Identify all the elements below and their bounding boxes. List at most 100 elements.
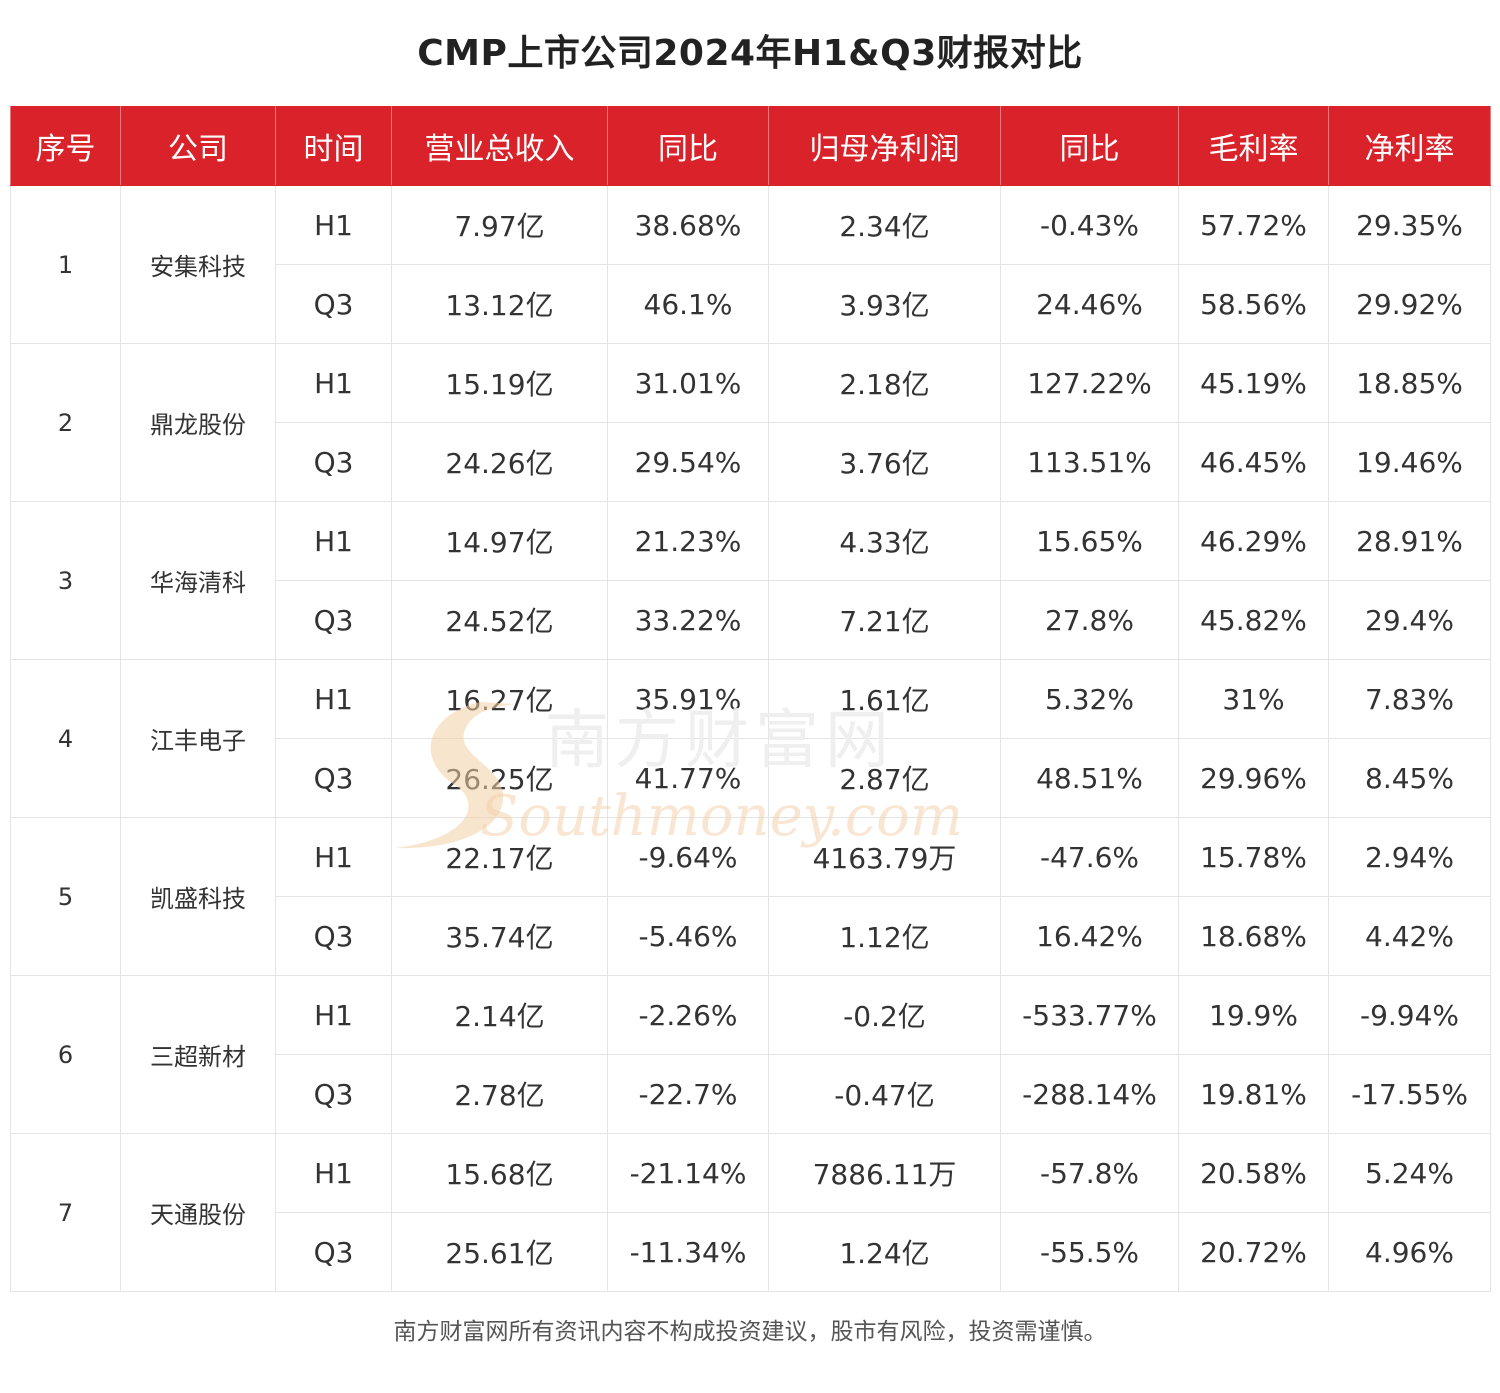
table-row: 5 凯盛科技 H1 22.17亿 -9.64% 4163.79万 -47.6% 15.78% 2…: [10, 817, 1491, 976]
table-row: Q3 24.26亿 29.54% 3.76亿 113.51% 46.45% 19.46%: [11, 422, 1491, 502]
profit-yoy-cell: -0.43%: [1000, 185, 1179, 265]
period-cell: Q3: [275, 896, 392, 976]
gross-margin-cell: 31%: [1178, 659, 1329, 739]
net-profit-cell: 2.34亿: [768, 185, 1001, 265]
profit-yoy-cell: 24.46%: [1000, 264, 1179, 344]
profit-yoy-cell: -533.77%: [1000, 975, 1179, 1055]
gross-margin-cell: 29.96%: [1178, 738, 1329, 818]
revenue-yoy-cell: -5.46%: [607, 896, 769, 976]
gross-margin-cell: 46.45%: [1178, 422, 1329, 502]
index-cell: 7: [10, 1133, 121, 1292]
revenue-yoy-cell: -9.64%: [607, 817, 769, 897]
net-margin-cell: 4.42%: [1328, 896, 1491, 976]
net-profit-cell: 3.93亿: [768, 264, 1001, 344]
header-net-margin: 净利率: [1328, 106, 1491, 186]
period-cell: H1: [275, 343, 392, 423]
gross-margin-cell: 57.72%: [1178, 185, 1329, 265]
period-cell: Q3: [275, 738, 392, 818]
period-cell: H1: [275, 659, 392, 739]
net-margin-cell: 4.96%: [1328, 1212, 1491, 1292]
net-profit-cell: 4.33亿: [768, 501, 1001, 581]
revenue-yoy-cell: 35.91%: [607, 659, 769, 739]
revenue-yoy-cell: 33.22%: [607, 580, 769, 660]
net-profit-cell: -0.2亿: [768, 975, 1001, 1055]
gross-margin-cell: 18.68%: [1178, 896, 1329, 976]
profit-yoy-cell: -57.8%: [1000, 1133, 1179, 1213]
chart-title: CMP上市公司2024年H1&Q3财报对比: [417, 33, 1083, 74]
gross-margin-cell: 15.78%: [1178, 817, 1329, 897]
net-profit-cell: 1.24亿: [768, 1212, 1001, 1292]
index-cell: 2: [10, 343, 121, 502]
revenue-cell: 16.27亿: [391, 659, 608, 739]
gross-margin-cell: 20.58%: [1178, 1133, 1329, 1213]
gross-margin-cell: 19.9%: [1178, 975, 1329, 1055]
table-row: 3 华海清科 H1 14.97亿 21.23% 4.33亿 15.65% 46.29% 28.9…: [10, 501, 1491, 660]
revenue-cell: 2.78亿: [391, 1054, 608, 1134]
net-margin-cell: 29.35%: [1328, 185, 1491, 265]
gross-margin-cell: 58.56%: [1178, 264, 1329, 344]
revenue-cell: 26.25亿: [391, 738, 608, 818]
table-row: Q3 2.78亿 -22.7% -0.47亿 -288.14% 19.81% -17.55%: [11, 1054, 1491, 1134]
table-row: 4 江丰电子 H1 16.27亿 35.91% 1.61亿 5.32% 31% 7.83%: [10, 659, 1491, 818]
period-cell: Q3: [275, 422, 392, 502]
net-profit-cell: 7886.11万: [768, 1133, 1001, 1213]
net-profit-cell: 7.21亿: [768, 580, 1001, 660]
net-profit-cell: 1.61亿: [768, 659, 1001, 739]
profit-yoy-cell: 48.51%: [1000, 738, 1179, 818]
profit-yoy-cell: 127.22%: [1000, 343, 1179, 423]
gross-margin-cell: 45.82%: [1178, 580, 1329, 660]
period-cell: H1: [275, 185, 392, 265]
gross-margin-cell: 20.72%: [1178, 1212, 1329, 1292]
header-revenue-yoy: 同比: [607, 106, 769, 186]
revenue-yoy-cell: 21.23%: [607, 501, 769, 581]
profit-yoy-cell: 5.32%: [1000, 659, 1179, 739]
profit-yoy-cell: 16.42%: [1000, 896, 1179, 976]
profit-yoy-cell: 113.51%: [1000, 422, 1179, 502]
revenue-cell: 25.61亿: [391, 1212, 608, 1292]
table-row: Q3 25.61亿 -11.34% 1.24亿 -55.5% 20.72% 4.96%: [11, 1212, 1491, 1292]
profit-yoy-cell: -288.14%: [1000, 1054, 1179, 1134]
net-margin-cell: 8.45%: [1328, 738, 1491, 818]
profit-yoy-cell: 27.8%: [1000, 580, 1179, 660]
net-margin-cell: -9.94%: [1328, 975, 1491, 1055]
header-gross-margin: 毛利率: [1178, 106, 1329, 186]
company-cell: 安集科技: [120, 185, 276, 344]
table-body: 1 安集科技 H1 7.97亿 38.68% 2.34亿 -0.43% 57.72% 29.35…: [10, 185, 1491, 1292]
financial-comparison-table: 序号 公司 时间 营业总收入 同比 归母净利润 同比 毛利率 净利率 1 安集科技…: [10, 106, 1491, 1292]
revenue-cell: 14.97亿: [391, 501, 608, 581]
disclaimer-footer: 南方财富网所有资讯内容不构成投资建议，股市有风险，投资需谨慎。: [393, 1319, 1107, 1345]
revenue-cell: 22.17亿: [391, 817, 608, 897]
revenue-yoy-cell: 31.01%: [607, 343, 769, 423]
net-profit-cell: 2.87亿: [768, 738, 1001, 818]
revenue-cell: 2.14亿: [391, 975, 608, 1055]
revenue-yoy-cell: -21.14%: [607, 1133, 769, 1213]
index-cell: 5: [10, 817, 121, 976]
net-profit-cell: 2.18亿: [768, 343, 1001, 423]
revenue-yoy-cell: -22.7%: [607, 1054, 769, 1134]
net-profit-cell: -0.47亿: [768, 1054, 1001, 1134]
period-cell: H1: [275, 1133, 392, 1213]
header-profit-yoy: 同比: [1000, 106, 1179, 186]
revenue-cell: 7.97亿: [391, 185, 608, 265]
revenue-cell: 13.12亿: [391, 264, 608, 344]
revenue-yoy-cell: -2.26%: [607, 975, 769, 1055]
table-header-row: 序号 公司 时间 营业总收入 同比 归母净利润 同比 毛利率 净利率: [10, 106, 1491, 186]
revenue-yoy-cell: 41.77%: [607, 738, 769, 818]
index-cell: 1: [10, 185, 121, 344]
header-index: 序号: [10, 106, 121, 186]
net-margin-cell: 19.46%: [1328, 422, 1491, 502]
period-cell: Q3: [275, 1054, 392, 1134]
company-cell: 凯盛科技: [120, 817, 276, 976]
period-cell: Q3: [275, 1212, 392, 1292]
period-cell: H1: [275, 817, 392, 897]
net-profit-cell: 1.12亿: [768, 896, 1001, 976]
revenue-yoy-cell: -11.34%: [607, 1212, 769, 1292]
period-cell: Q3: [275, 264, 392, 344]
gross-margin-cell: 45.19%: [1178, 343, 1329, 423]
company-cell: 鼎龙股份: [120, 343, 276, 502]
net-margin-cell: 29.4%: [1328, 580, 1491, 660]
revenue-yoy-cell: 38.68%: [607, 185, 769, 265]
revenue-yoy-cell: 46.1%: [607, 264, 769, 344]
net-margin-cell: 28.91%: [1328, 501, 1491, 581]
revenue-cell: 24.52亿: [391, 580, 608, 660]
